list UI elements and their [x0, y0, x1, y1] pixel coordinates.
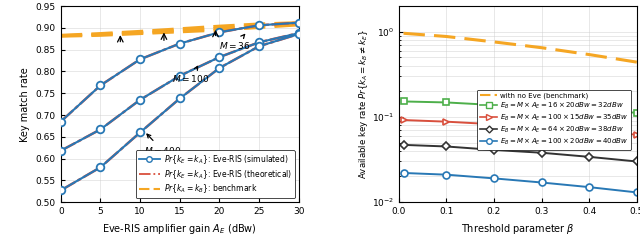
Y-axis label: Available key rate $Pr\{k_A = k_B \neq k_E\}$: Available key rate $Pr\{k_A = k_B \neq k…	[357, 29, 370, 179]
Text: $M = 36$: $M = 36$	[220, 35, 251, 51]
X-axis label: Threshold parameter $\beta$: Threshold parameter $\beta$	[461, 221, 575, 235]
Legend: $Pr\{k_E = k_A\}$: Eve-RIS (simulated), $Pr\{k_E = k_A\}$: Eve-RIS (theoretical): $Pr\{k_E = k_A\}$: Eve-RIS (simulated), …	[136, 150, 295, 198]
X-axis label: Eve-RIS amplifier gain $A_E$ (dBw): Eve-RIS amplifier gain $A_E$ (dBw)	[102, 221, 257, 235]
Text: $M = 100$: $M = 100$	[172, 66, 209, 84]
Y-axis label: Key match rate: Key match rate	[20, 67, 30, 142]
Text: $M = 400$: $M = 400$	[144, 134, 182, 156]
Legend: with no Eve (benchmark), $E_B = M \times A_E = 16 \times 20dBw = 32dBw$, $E_B = : with no Eve (benchmark), $E_B = M \times…	[477, 90, 631, 150]
